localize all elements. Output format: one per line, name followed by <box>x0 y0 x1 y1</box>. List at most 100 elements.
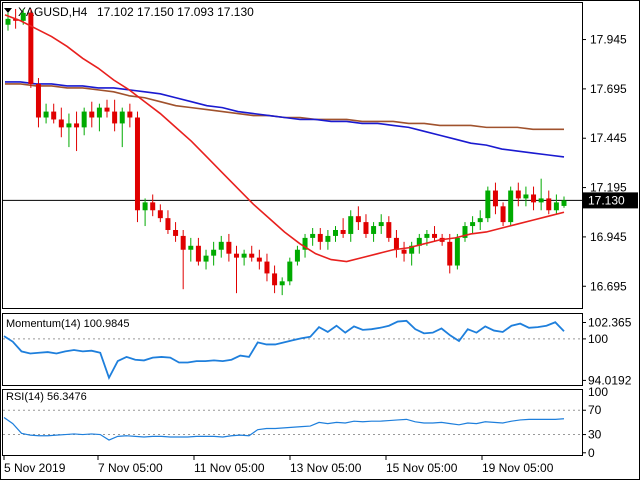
candle-body <box>477 218 483 223</box>
candle <box>142 198 148 227</box>
candle <box>256 249 262 270</box>
candle <box>218 235 224 258</box>
candle-body <box>264 261 270 274</box>
candle <box>432 226 438 242</box>
candle-body <box>462 226 468 238</box>
candle <box>279 277 285 296</box>
candle-body <box>523 194 529 199</box>
time-axis: 5 Nov 2019 7 Nov 05:00 11 Nov 05:00 13 Nov … <box>3 456 554 475</box>
candle <box>104 99 110 118</box>
candle-body <box>20 12 26 21</box>
candle <box>241 249 247 266</box>
candle <box>249 245 255 262</box>
rsi-top-label: 100 <box>588 385 608 399</box>
candle-body <box>454 237 460 266</box>
candle <box>28 8 34 88</box>
candle-body <box>378 222 384 227</box>
candle-body <box>249 253 255 258</box>
candle <box>492 182 498 215</box>
candle <box>302 233 308 258</box>
candle <box>447 233 453 274</box>
candle-body <box>119 111 125 124</box>
symbol-label: XAGUSD,H4 <box>18 5 88 19</box>
candle-body <box>51 111 57 120</box>
candle <box>112 99 118 132</box>
rsi-panel[interactable]: 100 70 30 0 <box>3 385 608 460</box>
candle <box>393 230 399 258</box>
price-tick-label: 16.695 <box>590 279 627 293</box>
candle-body <box>203 255 209 262</box>
candle <box>180 230 186 290</box>
candle-body <box>393 237 399 250</box>
candle-body <box>310 233 316 238</box>
candle-body <box>226 241 232 254</box>
candle-body <box>500 206 506 223</box>
rsi-frame <box>2 389 583 456</box>
candle <box>355 206 361 230</box>
time-tick-label: 11 Nov 05:00 <box>194 461 265 475</box>
candle-body <box>104 107 110 112</box>
candle <box>538 178 544 211</box>
price-frame <box>2 2 583 309</box>
price-panel[interactable]: 17.945 17.695 17.445 17.195 16.945 16.695 17.1… <box>3 8 638 296</box>
rsi-tick-label: 0 <box>588 446 595 460</box>
candle-body <box>256 257 262 262</box>
candle-body <box>531 194 537 203</box>
candle-body <box>294 249 300 262</box>
dropdown-arrow-icon[interactable] <box>4 8 12 13</box>
candle-body <box>180 235 186 250</box>
candle-body <box>432 233 438 238</box>
candle <box>333 226 339 242</box>
price-tick-label: 17.445 <box>590 131 627 145</box>
candle <box>371 222 377 242</box>
candle <box>348 210 354 242</box>
candle-body <box>515 190 521 199</box>
candle <box>66 113 72 148</box>
candle-body <box>325 235 331 242</box>
candle <box>409 241 415 266</box>
candle-body <box>355 216 361 223</box>
candle <box>546 190 552 215</box>
candle <box>233 245 239 294</box>
candle-body <box>150 202 156 211</box>
current-price-box <box>583 192 638 209</box>
candle-body <box>348 216 354 234</box>
price-tick-label: 17.945 <box>590 33 627 47</box>
candle <box>386 216 392 242</box>
candle-body <box>43 111 49 118</box>
candle-body <box>340 230 346 234</box>
candle-body <box>127 111 133 118</box>
candle <box>340 218 346 238</box>
ma-blue-line <box>5 81 565 158</box>
candle <box>317 228 323 250</box>
current-price-label: 17.130 <box>588 193 625 207</box>
candle <box>454 233 460 270</box>
candle <box>51 103 57 124</box>
time-tick-label: 5 Nov 2019 <box>4 461 66 475</box>
candle-body <box>371 226 377 234</box>
candle-body <box>134 117 140 211</box>
candle <box>416 233 422 254</box>
candle-body <box>546 198 552 211</box>
momentum-panel[interactable]: 102.365 100 94.0192 <box>3 315 632 387</box>
rsi-tick-label: 30 <box>588 428 602 442</box>
candle <box>211 241 217 266</box>
candle <box>378 214 384 234</box>
time-tick-label: 13 Nov 05:00 <box>290 461 362 475</box>
candle-body <box>333 230 339 236</box>
candle-body <box>157 210 163 219</box>
candle-body <box>165 218 171 230</box>
candle-body <box>485 190 491 219</box>
candle-body <box>401 249 407 254</box>
momentum-frame <box>2 313 583 386</box>
rsi-line <box>3 417 565 441</box>
candle-body <box>470 222 476 227</box>
candle <box>485 186 491 223</box>
candle <box>165 210 171 234</box>
candle-body <box>81 111 87 128</box>
momentum-tick-label: 100 <box>588 332 608 346</box>
candle-body <box>188 245 194 250</box>
candle <box>43 103 49 124</box>
candle <box>58 107 64 138</box>
